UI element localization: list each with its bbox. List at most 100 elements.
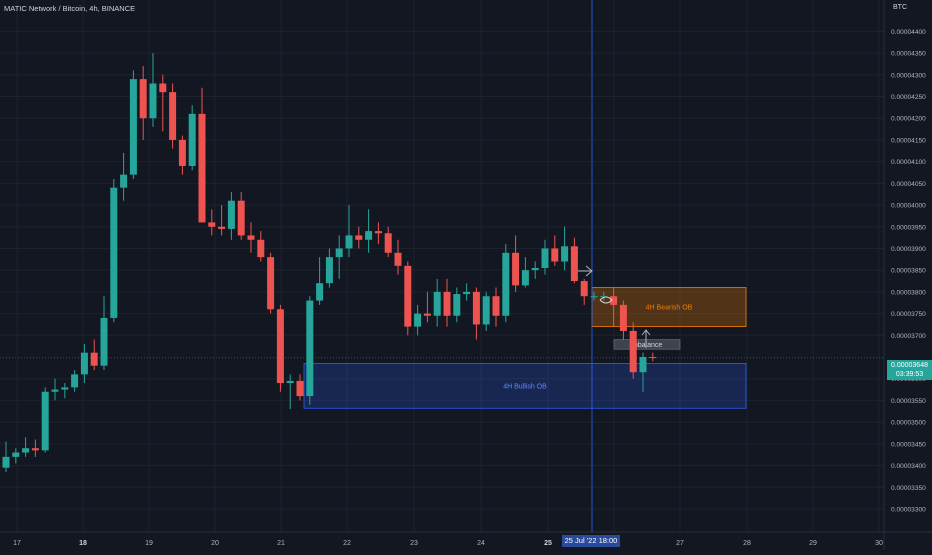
- candle-body: [600, 296, 608, 298]
- time-tick-label: 18: [79, 540, 87, 547]
- time-tick-label: 29: [809, 540, 817, 547]
- candle-body: [521, 270, 529, 286]
- candle-body: [286, 380, 294, 384]
- price-tick-label: 0.00004150: [891, 137, 926, 144]
- price-tick-label: 0.00003900: [891, 246, 926, 253]
- candle-body: [502, 252, 510, 316]
- candle-body: [629, 330, 637, 373]
- candle-body: [610, 296, 618, 305]
- time-tick-label: 22: [343, 540, 351, 547]
- candle-body: [129, 79, 137, 175]
- bearish-ob-label: 4H Bearish OB: [646, 305, 693, 312]
- price-tick-label: 0.00003950: [891, 224, 926, 231]
- candle-body: [61, 387, 69, 390]
- candle-body: [414, 313, 422, 327]
- price-tick-label: 0.00003850: [891, 268, 926, 275]
- candle-body: [306, 300, 314, 397]
- price-tick-label: 0.00003750: [891, 311, 926, 318]
- candle-body: [276, 309, 284, 384]
- candle-body: [365, 231, 373, 240]
- time-tick-label: 25: [544, 540, 552, 547]
- arrow-right-icon: [578, 265, 593, 277]
- candle-body: [355, 235, 363, 240]
- candle-body: [149, 83, 157, 119]
- candle-body: [561, 246, 569, 262]
- price-tick-label: 0.00004200: [891, 116, 926, 123]
- candle-body: [512, 252, 520, 286]
- candle-body: [159, 83, 167, 93]
- candle-body: [590, 296, 598, 298]
- candle-body: [345, 235, 353, 249]
- candle-body: [482, 296, 490, 325]
- price-tick-label: 0.00004400: [891, 29, 926, 36]
- candle-body: [384, 233, 392, 253]
- candle-body: [492, 296, 500, 316]
- candle-body: [374, 231, 382, 234]
- time-tick-label: 28: [743, 540, 751, 547]
- imbalance-zone: [613, 339, 681, 350]
- candle-body: [472, 291, 480, 325]
- candle-body: [433, 291, 441, 316]
- candle-body: [316, 283, 324, 301]
- time-tick-label: 24: [477, 540, 485, 547]
- candle-body: [649, 357, 657, 359]
- candle-body: [531, 268, 539, 271]
- candle-body: [188, 113, 196, 166]
- candle-body: [169, 92, 177, 140]
- candle-body: [639, 357, 647, 373]
- candle-body: [296, 380, 304, 397]
- price-tick-label: 0.00003700: [891, 333, 926, 340]
- candle-body: [110, 187, 118, 318]
- candle-body: [325, 257, 333, 284]
- time-tick-label: 23: [410, 540, 418, 547]
- candle-body: [619, 304, 627, 331]
- candle-body: [31, 448, 39, 451]
- candle-body: [198, 113, 206, 223]
- candle-body: [71, 374, 79, 388]
- price-tick-label: 0.00004000: [891, 203, 926, 210]
- candle-body: [208, 222, 216, 227]
- bullish-ob-zone: [303, 363, 747, 409]
- candle-body: [90, 352, 98, 366]
- time-tick-label: 30: [875, 540, 883, 547]
- candle-body: [570, 246, 578, 282]
- candle-body: [267, 257, 275, 310]
- price-tick-label: 0.00004350: [891, 51, 926, 58]
- symbol-header[interactable]: MATIC Network / Bitcoin, 4h, BINANCE: [4, 4, 136, 13]
- price-tick-label: 0.00004050: [891, 181, 926, 188]
- candle-body: [80, 352, 88, 375]
- candle-body: [423, 313, 431, 316]
- candle-body: [335, 248, 343, 258]
- price-tick-label: 0.00003800: [891, 289, 926, 296]
- candle-body: [551, 248, 559, 262]
- candle-body: [227, 200, 235, 229]
- countdown-value: 03:39:53: [895, 371, 924, 378]
- candle-body: [443, 291, 451, 316]
- price-tick-label: 0.00003500: [891, 420, 926, 427]
- candle-body: [218, 226, 226, 229]
- time-tick-label: 20: [211, 540, 219, 547]
- candle-body: [51, 389, 59, 392]
- crosshair-time-label: 25 Jul '22 18:00: [562, 535, 620, 547]
- time-tick-label: 17: [13, 540, 21, 547]
- time-tick-label: 27: [676, 540, 684, 547]
- time-tick-label: 19: [145, 540, 153, 547]
- current-price-value: 0.00003648: [891, 362, 928, 369]
- price-tick-label: 0.00003350: [891, 485, 926, 492]
- price-tick-label: 0.00004100: [891, 159, 926, 166]
- candle-body: [22, 448, 30, 453]
- bullish-ob-label: 4H Bullish OB: [503, 383, 547, 390]
- price-tick-label: 0.00003400: [891, 463, 926, 470]
- candle-body: [100, 317, 108, 366]
- price-tick-label: 0.00003450: [891, 441, 926, 448]
- candle-body: [257, 239, 265, 258]
- candle-body: [541, 248, 549, 268]
- price-tick-label: 0.00003300: [891, 506, 926, 513]
- time-tick-label: 21: [277, 540, 285, 547]
- candle-body: [394, 252, 402, 266]
- candle-body: [178, 139, 186, 166]
- candle-body: [41, 391, 49, 451]
- candle-body: [237, 200, 245, 236]
